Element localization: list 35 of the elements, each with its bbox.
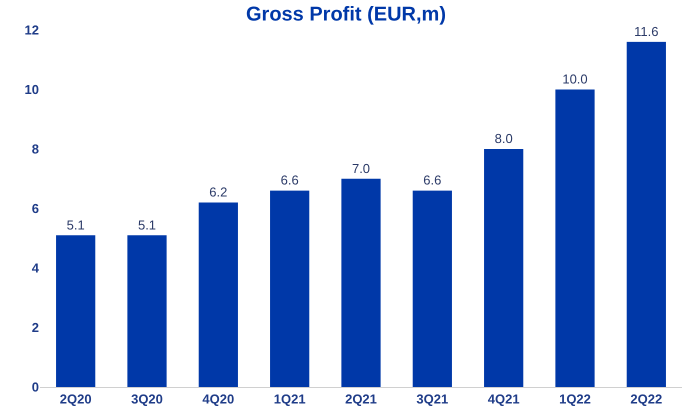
x-tick-label: 2Q20	[60, 392, 92, 407]
data-label: 5.1	[66, 217, 85, 232]
x-tick-label: 2Q22	[630, 392, 662, 407]
x-tick-label: 3Q21	[416, 392, 448, 407]
x-tick-label: 4Q20	[202, 392, 234, 407]
bar	[412, 190, 452, 387]
data-label: 5.1	[138, 217, 156, 232]
x-tick-label: 4Q21	[488, 392, 520, 407]
y-tick-label: 4	[32, 260, 40, 276]
y-tick-label: 0	[32, 380, 39, 395]
data-label: 6.6	[423, 172, 442, 188]
y-tick-label: 2	[32, 320, 39, 336]
bar	[626, 42, 666, 387]
y-tick-label: 10	[24, 82, 39, 98]
data-label: 7.0	[352, 160, 370, 176]
y-tick-label: 6	[32, 201, 39, 216]
bar	[484, 149, 524, 387]
bar	[341, 178, 381, 387]
x-tick-label: 1Q21	[274, 392, 306, 407]
data-label: 11.6	[634, 24, 659, 39]
bar	[127, 235, 167, 387]
x-tick-label: 1Q22	[559, 392, 591, 407]
data-label: 8.0	[494, 131, 513, 146]
y-tick-label: 8	[32, 142, 39, 157]
bar	[198, 202, 238, 387]
x-tick-label: 3Q20	[131, 392, 163, 407]
y-tick-label: 12	[24, 22, 39, 38]
bar	[56, 235, 96, 387]
data-label: 6.2	[209, 184, 228, 200]
data-label: 6.6	[280, 172, 299, 188]
bar	[555, 90, 595, 387]
data-label: 10.0	[562, 72, 588, 86]
chart-title: Gross Profit (EUR,m)	[246, 3, 446, 26]
x-tick-label: 2Q21	[345, 392, 377, 407]
bar	[270, 190, 310, 387]
